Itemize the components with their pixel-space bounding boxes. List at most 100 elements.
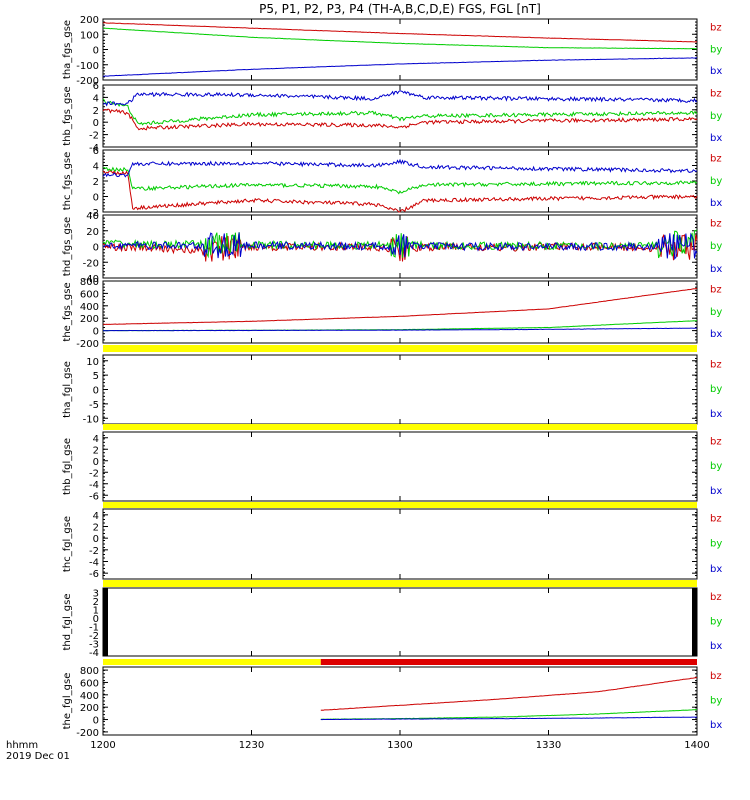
y-tick-label: 0 [93,243,99,254]
legend-entry-bx: bx [710,198,722,209]
y-tick-label: 10 [86,357,99,368]
panel-frame [102,280,698,344]
y-tick-label: 800 [80,666,99,677]
y-tick-label: -4 [89,480,99,491]
series-line-bz [102,287,698,325]
y-tick-label: -100 [76,61,99,72]
y-tick-label: 100 [80,30,99,41]
y-tick-label: 2 [93,597,99,608]
y-tick-label: 4 [93,511,99,522]
series-line-bx [103,57,698,77]
y-tick-label: 0 [93,386,99,397]
y-axis-label: thb_fgl_gse [62,438,73,495]
data-gap-block-left [103,588,108,656]
time-axis-label-date: 2019 Dec 01 [6,751,70,762]
y-axis-label: thd_fgs_gse [62,217,73,276]
y-tick-label: -200 [76,339,99,350]
y-tick-label: 6 [93,146,99,157]
y-tick-label: 200 [80,314,99,325]
y-tick-label: 0 [93,534,99,545]
y-tick-label: -2 [89,468,99,479]
series-line-by [102,166,698,195]
legend-entry-bx: bx [710,486,722,497]
legend-entry-by: by [710,307,722,318]
y-tick-label: 0 [93,46,99,57]
y-axis-label: thc_fgs_gse [62,152,73,211]
y-tick-label: -3 [89,639,99,650]
y-tick-label: -40 [83,274,99,285]
status-bar-yellow [103,502,697,508]
legend-entry-by: by [710,539,722,550]
y-tick-label: 20 [86,227,99,238]
x-tick-label: 1330 [536,740,561,751]
panel-6: -10 -5 0 5 10 tha_fgl_gse bz by bx [62,354,722,425]
y-tick-label: 0 [93,193,99,204]
status-bar-yellow [103,345,697,352]
y-tick-label: -1 [89,622,99,633]
series-line-bx [103,327,697,332]
y-tick-label: 2 [93,445,99,456]
legend-entry-bx: bx [710,641,722,652]
legend-entry-bz: bz [710,436,722,447]
legend-entry-bz: bz [710,359,722,370]
y-tick-label: 0 [93,118,99,129]
legend-entry-bz: bz [710,671,722,682]
y-tick-label: 200 [80,15,99,26]
time-axis-label-hhmm: hhmm [6,740,38,751]
series-line-bx [102,232,698,260]
x-tick-label: 1300 [387,740,412,751]
legend-entry-bx: bx [710,720,722,731]
status-bar-yellow [103,580,697,587]
y-tick-label: -5 [89,400,99,411]
legend-entry-bz: bz [710,592,722,603]
y-tick-label: 4 [93,93,99,104]
y-tick-label: 40 [86,211,99,222]
y-tick-label: -20 [83,258,99,269]
y-tick-label: -200 [76,728,99,739]
y-tick-label: -4 [89,648,99,659]
y-tick-label: 600 [80,289,99,300]
y-tick-label: -4 [89,558,99,569]
y-tick-label: -2 [89,131,99,142]
series-line-bx [320,716,698,721]
panel-frame [102,666,698,736]
y-tick-label: -6 [89,569,99,580]
y-tick-label: 2 [93,106,99,117]
legend-entry-by: by [710,384,722,395]
legend-entry-bz: bz [710,513,722,524]
x-tick-label: 1400 [684,740,709,751]
y-axis-label: the_fgl_gse [62,673,73,730]
y-tick-label: 3 [93,588,99,599]
series-line-bx [102,158,698,178]
y-axis-label: tha_fgl_gse [62,361,73,418]
y-axis-label: tha_fgs_gse [62,20,73,79]
series-line-bx [102,90,698,107]
x-tick-label: 1200 [90,740,115,751]
y-tick-label: -4 [89,143,99,154]
panel-1: -200 -100 0 100 200 tha_fgs_gse bz by bx [62,15,722,87]
y-tick-label: -2 [89,546,99,557]
y-tick-label: 600 [80,678,99,689]
panel-frame [102,431,698,502]
y-tick-label: 400 [80,691,99,702]
y-axis-label: the_fgs_gse [62,282,73,341]
x-tick-label: 1230 [239,740,264,751]
series-line-by [102,27,698,50]
y-tick-label: 4 [93,162,99,173]
panel-4: -40 -20 0 20 40 thd_fgs_gse bz by bx [62,211,722,285]
legend-entry-by: by [710,44,722,55]
panel-3: -2 0 2 4 6 thc_fgs_gse bz by bx [62,146,722,219]
legend-entry-bz: bz [710,284,722,295]
legend-entry-bz: bz [710,22,722,33]
y-tick-label: 4 [93,434,99,445]
legend-entry-by: by [710,111,722,122]
y-tick-label: 800 [80,277,99,288]
status-bar-red [320,659,697,665]
y-tick-label: 6 [93,81,99,92]
panel-frame [102,354,698,425]
legend-entry-by: by [710,617,722,628]
series-line-bz [102,170,698,213]
